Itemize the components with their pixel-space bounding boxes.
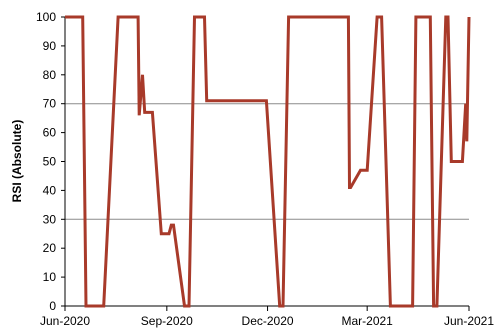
x-tick-label: Jun-2020 (40, 314, 90, 328)
plot-area (64, 17, 469, 307)
x-axis: Jun-2020 Sep-2020 Dec-2020 Mar-2021 Jun-2021 (40, 306, 494, 328)
x-tick-label: Sep-2020 (141, 314, 193, 328)
y-tick-label: 20 (43, 241, 57, 255)
y-axis: 0 10 20 30 40 50 60 70 80 90 100 (36, 10, 65, 313)
y-tick-label: 90 (43, 39, 57, 53)
x-tick-label: Jun-2021 (444, 314, 494, 328)
series-layer (65, 15, 471, 308)
x-tick-label: Dec-2020 (242, 314, 294, 328)
y-tick-label: 60 (43, 126, 57, 140)
x-tick-label: Mar-2021 (341, 314, 393, 328)
y-tick-label: 100 (36, 10, 56, 24)
y-tick-label: 40 (43, 183, 57, 197)
y-axis-title: RSI (Absolute) (10, 120, 24, 203)
y-tick-label: 80 (43, 68, 57, 82)
rsi-series-line (65, 15, 471, 308)
y-tick-label: 50 (43, 155, 57, 169)
y-tick-label: 70 (43, 97, 57, 111)
y-tick-label: 10 (43, 270, 57, 284)
y-tick-label: 0 (49, 299, 56, 313)
y-tick-label: 30 (43, 212, 57, 226)
